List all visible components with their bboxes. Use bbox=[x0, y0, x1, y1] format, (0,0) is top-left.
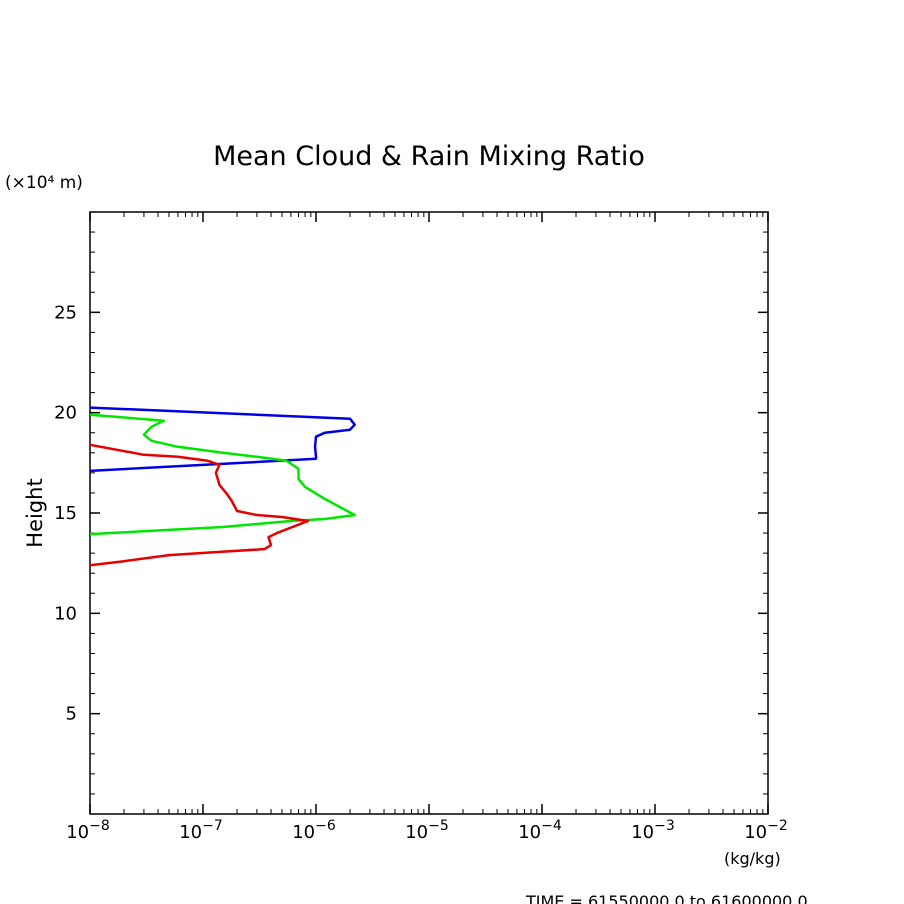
x-unit-label: (kg/kg) bbox=[724, 849, 781, 868]
plot-area: 10−8 10−7 10−6 10−5 10−4 10−3 10−2 5 10 15 20 25 bbox=[54, 211, 788, 843]
y-tick-label: 10 bbox=[54, 603, 77, 624]
x-tick-label: 10−5 bbox=[405, 818, 449, 843]
y-tick-label: 20 bbox=[54, 403, 77, 424]
x-tick-label: 10−7 bbox=[179, 818, 223, 843]
y-tick-label: 25 bbox=[54, 302, 77, 323]
x-tick-label: 10−8 bbox=[66, 818, 110, 843]
x-tick-label: 10−6 bbox=[292, 818, 336, 843]
series-line-3 bbox=[89, 443, 310, 567]
series-line-1 bbox=[89, 406, 356, 473]
x-tick-label: 10−4 bbox=[518, 818, 562, 843]
chart-title: Mean Cloud & Rain Mixing Ratio bbox=[213, 141, 645, 172]
y-tick-label: 15 bbox=[54, 503, 77, 524]
series-line-2 bbox=[89, 413, 356, 536]
y-unit-label: (×10⁴ m) bbox=[5, 173, 83, 193]
x-tick-label: 10−2 bbox=[744, 818, 788, 843]
y-tick-label: 5 bbox=[66, 704, 77, 725]
y-axis-label: Height bbox=[23, 478, 47, 547]
footer-time-label: TIME = 61550000.0 to 61600000.0 bbox=[525, 892, 808, 904]
x-tick-label: 10−3 bbox=[631, 818, 675, 843]
plot-frame bbox=[89, 211, 769, 815]
